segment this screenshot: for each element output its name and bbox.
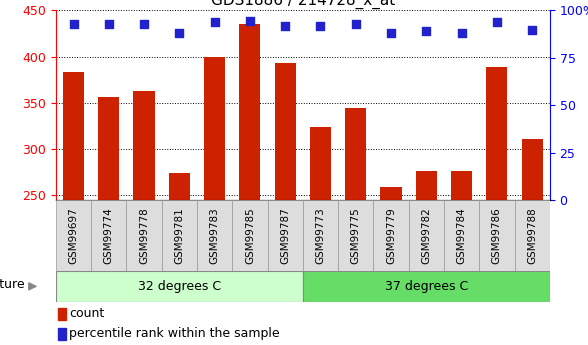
Text: GSM99775: GSM99775 (350, 207, 361, 264)
Point (316, 23, 325, 29)
Bar (479, 200, 514, 271)
Bar (126, 200, 162, 271)
Text: GSM99781: GSM99781 (174, 207, 185, 264)
Bar (380, 187, 402, 200)
Point (422, 28, 431, 33)
Bar (310, 127, 331, 200)
Point (386, 31, 396, 36)
Point (351, 21, 360, 27)
Text: 37 degrees C: 37 degrees C (385, 280, 468, 293)
Bar (275, 63, 296, 200)
Title: GDS1886 / 214728_x_at: GDS1886 / 214728_x_at (211, 0, 395, 9)
Bar (345, 108, 366, 200)
Bar (56, 271, 303, 302)
Bar (58, 308, 66, 320)
Text: GSM99786: GSM99786 (492, 207, 502, 264)
Point (280, 23, 290, 29)
Text: GSM99785: GSM99785 (245, 207, 255, 264)
Text: GSM99783: GSM99783 (209, 207, 220, 264)
Bar (303, 271, 550, 302)
Bar (409, 200, 444, 271)
Text: GSM99782: GSM99782 (421, 207, 432, 264)
Point (210, 20, 219, 25)
Bar (451, 171, 472, 200)
Bar (444, 200, 479, 271)
Bar (91, 200, 126, 271)
Bar (522, 139, 543, 200)
Text: GSM99784: GSM99784 (456, 207, 467, 264)
Point (69, 21, 78, 27)
Text: temperature: temperature (0, 278, 25, 291)
Point (139, 21, 149, 27)
Bar (56, 200, 91, 271)
Bar (486, 67, 507, 200)
Bar (63, 72, 84, 200)
Bar (162, 200, 197, 271)
Text: count: count (69, 307, 105, 321)
Point (104, 21, 113, 27)
Bar (268, 200, 303, 271)
Point (457, 30, 466, 35)
Text: GSM99779: GSM99779 (386, 207, 396, 264)
Text: GSM99778: GSM99778 (139, 207, 149, 264)
Text: GSM99773: GSM99773 (315, 207, 326, 264)
Point (492, 20, 502, 25)
Text: GSM99774: GSM99774 (103, 207, 114, 264)
Bar (338, 200, 373, 271)
Point (245, 19, 255, 24)
Bar (58, 328, 66, 340)
Bar (239, 24, 260, 200)
Text: GSM99697: GSM99697 (68, 207, 79, 264)
Bar (169, 173, 190, 200)
Text: GSM99788: GSM99788 (527, 207, 537, 264)
Bar (514, 200, 550, 271)
Point (175, 30, 184, 35)
Bar (197, 200, 232, 271)
Bar (303, 200, 338, 271)
Bar (232, 200, 268, 271)
Bar (98, 97, 119, 200)
Text: 32 degrees C: 32 degrees C (138, 280, 221, 293)
Point (527, 27, 537, 32)
Bar (204, 57, 225, 200)
Text: percentile rank within the sample: percentile rank within the sample (69, 327, 280, 340)
Bar (373, 200, 409, 271)
Bar (416, 171, 437, 200)
Bar (133, 91, 155, 200)
Text: GSM99787: GSM99787 (280, 207, 290, 264)
